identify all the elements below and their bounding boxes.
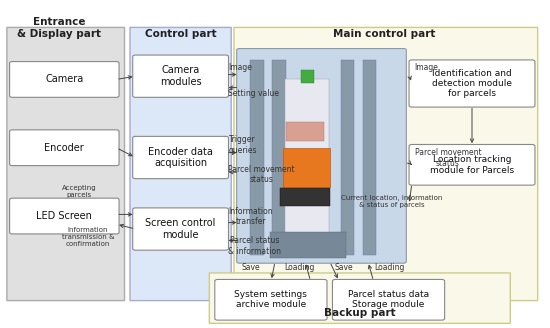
Bar — [301, 70, 315, 83]
Bar — [362, 60, 376, 255]
FancyBboxPatch shape — [409, 145, 535, 185]
FancyBboxPatch shape — [133, 55, 228, 97]
Text: Camera: Camera — [45, 74, 84, 84]
FancyBboxPatch shape — [130, 28, 231, 300]
FancyBboxPatch shape — [9, 62, 119, 97]
FancyBboxPatch shape — [133, 136, 228, 179]
FancyBboxPatch shape — [236, 49, 406, 263]
FancyBboxPatch shape — [133, 208, 228, 250]
Text: Control part: Control part — [145, 29, 217, 39]
FancyBboxPatch shape — [234, 28, 538, 300]
Text: Location tracking
module for Parcels: Location tracking module for Parcels — [430, 155, 514, 174]
Bar — [283, 148, 329, 187]
Text: Identification and
detection module
for parcels: Identification and detection module for … — [432, 69, 512, 98]
Text: Main control part: Main control part — [333, 29, 436, 39]
FancyBboxPatch shape — [7, 28, 124, 300]
Text: Camera
modules: Camera modules — [160, 65, 201, 87]
Text: Encoder data
acquisition: Encoder data acquisition — [148, 147, 213, 168]
Text: Save: Save — [334, 263, 353, 272]
Bar — [280, 188, 329, 206]
Text: Parcel status
& information: Parcel status & information — [228, 236, 282, 256]
Bar — [285, 79, 329, 236]
Text: Loading: Loading — [284, 263, 315, 272]
Text: Screen control
module: Screen control module — [145, 218, 216, 240]
Bar — [272, 60, 286, 255]
Text: Encoder: Encoder — [45, 143, 84, 153]
Text: Save: Save — [241, 263, 260, 272]
FancyBboxPatch shape — [9, 198, 119, 234]
FancyBboxPatch shape — [210, 273, 510, 323]
Bar — [286, 122, 324, 141]
Bar — [270, 232, 346, 258]
Text: Image: Image — [228, 63, 252, 72]
FancyBboxPatch shape — [409, 60, 535, 107]
Bar — [340, 60, 354, 255]
Text: Parcel movement
status: Parcel movement status — [415, 149, 481, 168]
Bar — [250, 60, 264, 255]
Text: Accepting
parcels: Accepting parcels — [62, 185, 96, 198]
Text: Current location, information
& status of parcels: Current location, information & status o… — [340, 195, 442, 208]
Text: Trigger
queries: Trigger queries — [228, 135, 257, 155]
Text: Loading: Loading — [375, 263, 405, 272]
FancyBboxPatch shape — [332, 279, 444, 320]
Text: LED Screen: LED Screen — [36, 211, 92, 221]
FancyBboxPatch shape — [9, 130, 119, 166]
Text: Entrance
& Display part: Entrance & Display part — [17, 17, 101, 39]
Text: Image: Image — [415, 63, 438, 72]
Text: System settings
archive module: System settings archive module — [234, 290, 307, 310]
Text: Backup part: Backup part — [324, 308, 395, 318]
Text: Parcel status data
Storage module: Parcel status data Storage module — [348, 290, 429, 310]
Text: Information
transfer: Information transfer — [228, 207, 273, 226]
FancyBboxPatch shape — [215, 279, 327, 320]
Text: Setting value: Setting value — [228, 89, 279, 98]
Text: Information
transmission &
confirmation: Information transmission & confirmation — [62, 227, 114, 247]
Text: Parcel movement
status: Parcel movement status — [228, 165, 295, 184]
